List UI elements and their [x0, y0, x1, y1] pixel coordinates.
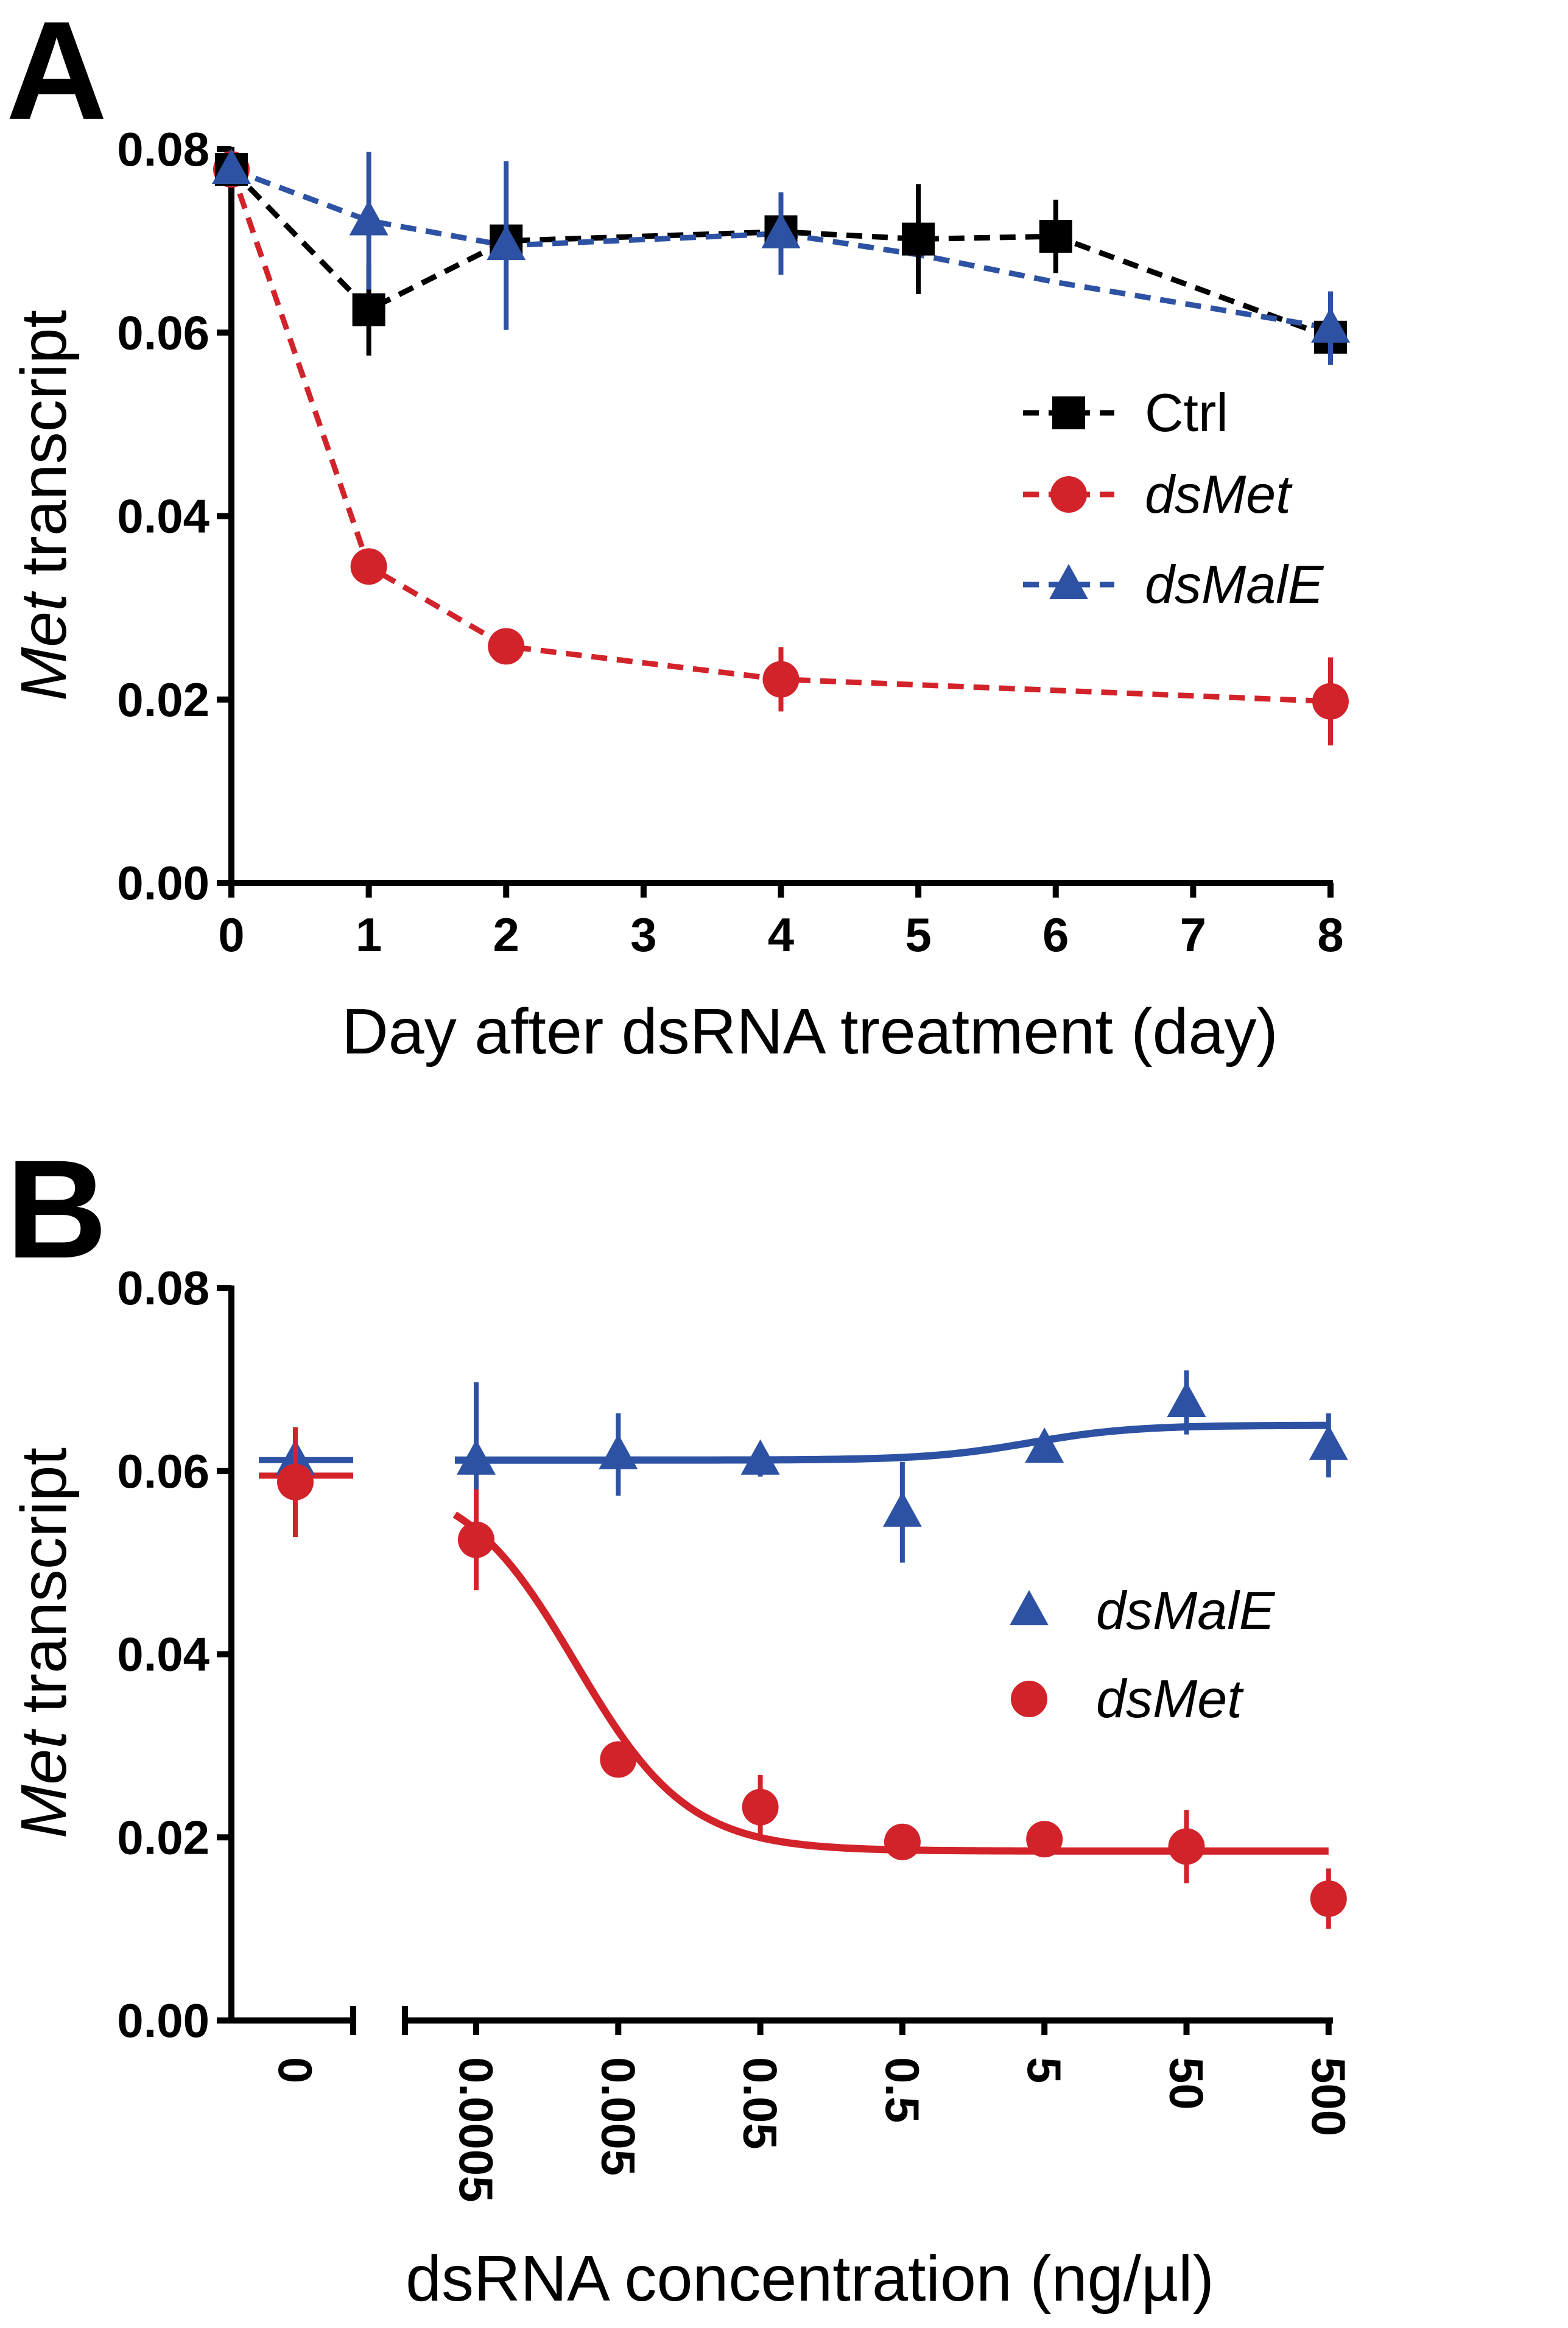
panel-a-point-dsmale: [1311, 307, 1350, 343]
panel-a-point-dsmale: [212, 149, 251, 185]
panel-b-point-dsmet: [1310, 1880, 1347, 1918]
panel-b-point-dsmet: [458, 1521, 494, 1558]
panel-a-legend: Ctrl dsMet dsMalE: [1023, 382, 1324, 614]
panel-b-point-dsmet: [600, 1741, 637, 1778]
panel-a-x-tick-label: 4: [768, 908, 794, 962]
panel-b-point-dsmet: [1026, 1821, 1063, 1858]
panel-a-point-ctrl: [1039, 220, 1072, 253]
panel-a-x-tick-label: 5: [905, 908, 931, 962]
panel-a-x-tick-label: 1: [356, 908, 382, 962]
panel-a-x-tick-label: 8: [1317, 908, 1343, 962]
panel-a-x-axis-title: Day after dsRNA treatment (day): [342, 996, 1278, 1067]
panel-b-point-dsmale: [1309, 1424, 1348, 1460]
panel-b-marks: [259, 1370, 1348, 1929]
panel-a-legend-marker-dsmale: [1049, 564, 1088, 599]
panel-a-x-tick-label: 3: [630, 908, 656, 962]
panel-a-y-axis-title: Met transcript: [8, 310, 80, 701]
panel-a-point-dsmale: [761, 213, 801, 248]
panel-a-legend-label-ctrl: Ctrl: [1145, 382, 1228, 443]
panel-a-point-dsmet: [1312, 683, 1349, 720]
panel-b-point-dsmale: [599, 1433, 638, 1469]
panel-b-y-tick-label: 0.04: [117, 1628, 209, 1681]
panel-a-legend-marker-dsmet: [1050, 476, 1087, 513]
panel-b-legend: dsMalE dsMet: [1010, 1580, 1276, 1729]
panel-b-y-axis-title-rest: transcript: [8, 1447, 80, 1731]
panel-a-point-ctrl: [902, 222, 935, 256]
panel-b-point-dsmet: [742, 1788, 779, 1826]
panel-a-x-tick-label: 2: [493, 908, 519, 962]
panel-a-point-dsmet: [762, 661, 800, 698]
panel-b-x-axis-title: dsRNA concentration (ng/µl): [406, 2243, 1214, 2315]
panel-a-y-tick-label: 0.02: [117, 673, 209, 726]
panel-b-legend-label-dsmet: dsMet: [1096, 1669, 1244, 1729]
panel-b-point-dsmale: [457, 1439, 496, 1475]
panel-b-point-dsmet: [277, 1463, 314, 1500]
panel-b-x-tick-label: 50: [1160, 2057, 1214, 2110]
panel-b-legend-label-dsmale: dsMalE: [1096, 1580, 1276, 1641]
panel-b-y-axis-title: Met transcript: [8, 1447, 80, 1838]
panel-a-marks: [212, 149, 1350, 746]
panel-b-fit-curve-dsmale: [455, 1421, 1329, 1464]
panel-b-y-tick-label: 0.08: [117, 1261, 209, 1315]
panel-b-x-tick-label: 5: [1018, 2057, 1071, 2083]
panel-b-point-dsmet: [884, 1823, 921, 1860]
panel-b-y-tick-label: 0.00: [117, 1994, 209, 2047]
panel-b-point-dsmale: [882, 1491, 922, 1527]
panel-b-y-axis-title-gene: Met: [8, 1728, 80, 1838]
panel-a: A 0.00 0.02 0.04 0.06 0.08 0 1 2 3 4 5 6 7 8 Day afte…: [6, 0, 1350, 1067]
panel-b-point-dsmet: [1168, 1828, 1205, 1865]
panel-a-y-tick-label: 0.08: [117, 122, 209, 176]
panel-b-y-tick-label: 0.06: [117, 1444, 209, 1498]
panel-a-point-dsmet: [488, 628, 525, 665]
panel-a-point-dsmale: [487, 225, 526, 261]
panel-a-y-tick-label: 0.06: [117, 306, 209, 359]
panel-a-legend-marker-ctrl: [1052, 396, 1085, 429]
panel-a-y-tick-label: 0.00: [117, 856, 209, 910]
panel-b-x-tick-label: 0.005: [591, 2057, 645, 2176]
panel-b-axes: 0.00 0.02 0.04 0.06 0.08 0 0.0005 0.005 0.05 0.5 5…: [117, 1261, 1355, 2203]
panel-b-x-tick-label: 0.0005: [449, 2057, 503, 2203]
panel-b-point-dsmale: [740, 1439, 780, 1475]
panel-a-x-tick-label: 0: [218, 908, 244, 962]
panel-letter-b: B: [6, 1131, 107, 1287]
panel-a-point-dsmale: [349, 200, 388, 236]
panel-b-legend-marker-dsmet: [1011, 1681, 1047, 1717]
panel-a-point-ctrl: [352, 293, 385, 326]
panel-letter-a: A: [6, 0, 107, 149]
panel-a-legend-label-dsmale: dsMalE: [1145, 554, 1324, 614]
panel-b-point-dsmale: [1025, 1427, 1064, 1463]
panel-b-x-tick-label: 0.5: [876, 2057, 929, 2123]
panel-a-y-tick-label: 0.04: [117, 490, 209, 543]
panel-b-x-tick-label: 0.05: [734, 2057, 787, 2150]
panel-a-axes: 0.00 0.02 0.04 0.06 0.08 0 1 2 3 4 5 6 7 8: [117, 122, 1344, 962]
panel-a-legend-label-dsmet: dsMet: [1145, 464, 1293, 524]
panel-b: B 0.000.020.040.060.080 0.0005 0.005 0.05 0.…: [6, 1131, 1355, 2315]
panel-a-x-tick-label: 6: [1042, 908, 1069, 962]
panel-b-y-tick-label: 0.02: [117, 1810, 209, 1864]
panel-a-y-axis-title-rest: transcript: [8, 310, 80, 593]
panel-a-point-dsmet: [350, 548, 387, 585]
panel-a-x-tick-label: 7: [1180, 908, 1206, 962]
panel-b-point-dsmale: [1167, 1381, 1206, 1417]
panel-b-x-tick-label: 0: [269, 2057, 322, 2083]
panel-a-y-axis-title-gene: Met: [8, 591, 80, 701]
panel-b-x-tick-label: 500: [1302, 2057, 1355, 2136]
panel-b-legend-marker-dsmale: [1010, 1590, 1049, 1625]
